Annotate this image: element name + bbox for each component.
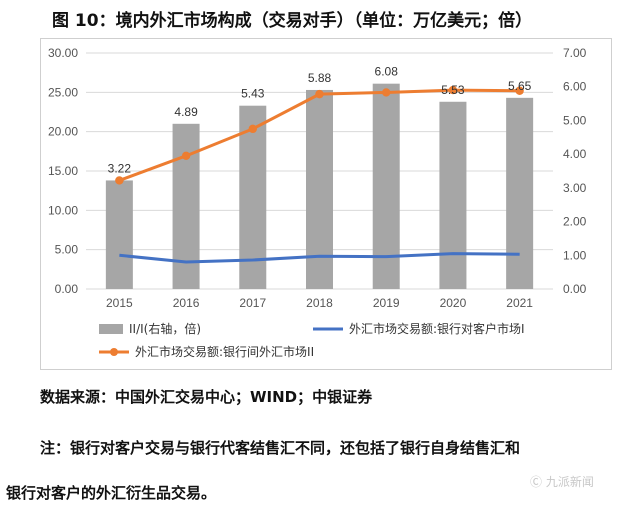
bar-layer <box>105 83 534 290</box>
axis-layer: 0.00 5.00 10.00 15.00 20.00 25.00 30.00 0.00 1.0… <box>48 46 587 310</box>
right-tick-label: 4.00 <box>563 147 587 161</box>
line-point <box>248 124 257 134</box>
chart-area: 3.22 4.89 5.43 5.88 6.08 5.53 5.65 0.00 5.00 10.… <box>40 38 612 370</box>
bar <box>105 180 133 289</box>
bar <box>439 101 467 289</box>
data-label: 5.65 <box>508 79 532 93</box>
left-tick-label: 5.00 <box>55 243 79 257</box>
line-point <box>315 89 324 99</box>
legend: II/I(右轴，倍) 外汇市场交易额:银行对客户市场I 外汇市场交易额:银行间外汇市… <box>99 321 525 359</box>
line-layer <box>115 85 524 264</box>
bar <box>372 83 400 290</box>
chart-title: 图 10：境内外汇市场构成（交易对手）（单位：万亿美元；倍） <box>52 11 533 31</box>
right-tick-label: 7.00 <box>563 46 587 60</box>
watermark: Ⓒ 九派新闻 <box>530 475 594 489</box>
line-point <box>181 151 191 161</box>
left-tick-label: 15.00 <box>48 164 78 178</box>
legend-swatch-bar <box>99 324 123 334</box>
chart-svg: 3.22 4.89 5.43 5.88 6.08 5.53 5.65 0.00 5.00 10.… <box>48 46 587 359</box>
x-tick-label: 2017 <box>239 296 266 310</box>
left-tick-label: 10.00 <box>48 203 78 217</box>
data-label: 4.89 <box>174 105 198 119</box>
data-label: 6.08 <box>375 65 399 79</box>
legend-label: II/I(右轴，倍) <box>129 321 201 336</box>
right-tick-label: 0.00 <box>563 282 587 296</box>
blue-series-line <box>119 252 520 264</box>
line-point <box>115 176 124 185</box>
right-tick-label: 2.00 <box>563 215 587 229</box>
note-line-2: 银行对客户的外汇衍生品交易。 <box>6 484 217 502</box>
legend-label: 外汇市场交易额:银行间外汇市场II <box>135 344 314 359</box>
x-tick-label: 2016 <box>173 296 200 310</box>
left-tick-label: 0.00 <box>55 282 79 296</box>
bar <box>506 97 534 289</box>
data-label: 3.22 <box>108 161 132 175</box>
source-text: 数据来源：中国外汇交易中心；WIND；中银证券 <box>40 388 373 406</box>
left-tick-label: 25.00 <box>48 85 78 99</box>
legend-label: 外汇市场交易额:银行对客户市场I <box>349 321 525 336</box>
data-label: 5.53 <box>441 83 465 97</box>
x-tick-label: 2018 <box>306 296 333 310</box>
right-tick-label: 5.00 <box>563 113 587 127</box>
x-tick-label: 2021 <box>506 296 533 310</box>
right-tick-label: 1.00 <box>563 248 587 262</box>
note-line-1: 注：银行对客户交易与银行代客结售汇不同，还包括了银行自身结售汇和 <box>40 439 521 457</box>
x-tick-label: 2015 <box>106 296 133 310</box>
x-tick-label: 2019 <box>373 296 400 310</box>
data-label: 5.43 <box>241 87 265 101</box>
left-tick-label: 20.00 <box>48 125 78 139</box>
x-tick-label: 2020 <box>440 296 467 310</box>
line-point <box>515 86 524 95</box>
right-tick-label: 6.00 <box>563 80 587 94</box>
bar <box>306 89 333 289</box>
bar <box>172 123 200 289</box>
legend-marker-orange <box>110 348 118 356</box>
line-point <box>448 85 458 95</box>
label-layer: 3.22 4.89 5.43 5.88 6.08 5.53 5.65 <box>108 65 532 176</box>
right-tick-label: 3.00 <box>563 181 587 195</box>
left-tick-label: 30.00 <box>48 46 78 60</box>
line-point <box>382 88 391 97</box>
data-label: 5.88 <box>308 71 332 85</box>
